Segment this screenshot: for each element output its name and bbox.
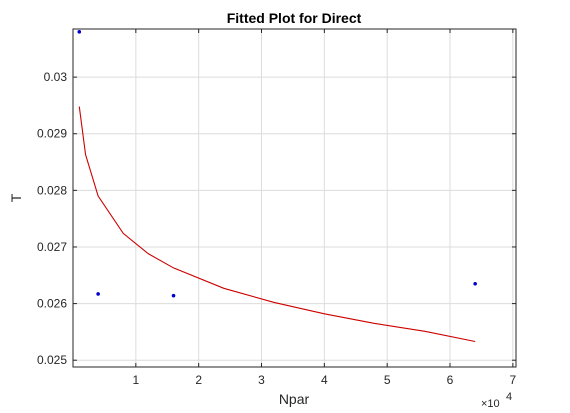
x-tick-label: 5 — [384, 373, 391, 387]
x-tick-label: 4 — [321, 373, 328, 387]
plot-background — [73, 29, 516, 367]
y-tick-label: 0.028 — [37, 183, 67, 197]
data-points-layer — [77, 30, 477, 298]
y-axis-label: T — [8, 193, 24, 202]
data-point — [171, 293, 176, 298]
y-tick-label: 0.027 — [37, 240, 67, 254]
x-tick-label: 1 — [132, 373, 139, 387]
fit-curve-line — [78, 106, 476, 343]
x-axis-label: Npar — [279, 391, 310, 407]
chart-title: Fitted Plot for Direct — [227, 10, 362, 26]
grid — [73, 29, 516, 367]
x-tick-label: 2 — [195, 373, 202, 387]
x-axis-multiplier: ×10 — [481, 398, 500, 410]
x-axis-multiplier-exponent: 4 — [506, 391, 512, 403]
y-tick-label: 0.025 — [37, 353, 67, 367]
y-tick-label: 0.029 — [37, 127, 67, 141]
plot-frame — [72, 28, 517, 368]
data-point — [473, 281, 477, 286]
data-point — [96, 292, 100, 296]
x-ticks: 1 2 3 4 5 6 7 — [132, 29, 517, 387]
y-tick-label: 0.03 — [44, 70, 68, 84]
y-ticks: 0.025 0.026 0.027 0.028 0.029 0.03 — [37, 70, 516, 367]
x-tick-label: 3 — [258, 373, 265, 387]
fit-curve-layer — [78, 106, 476, 343]
x-tick-label: 6 — [447, 373, 454, 387]
data-point — [77, 30, 82, 34]
x-tick-label: 7 — [510, 373, 517, 387]
y-tick-label: 0.026 — [37, 297, 67, 311]
